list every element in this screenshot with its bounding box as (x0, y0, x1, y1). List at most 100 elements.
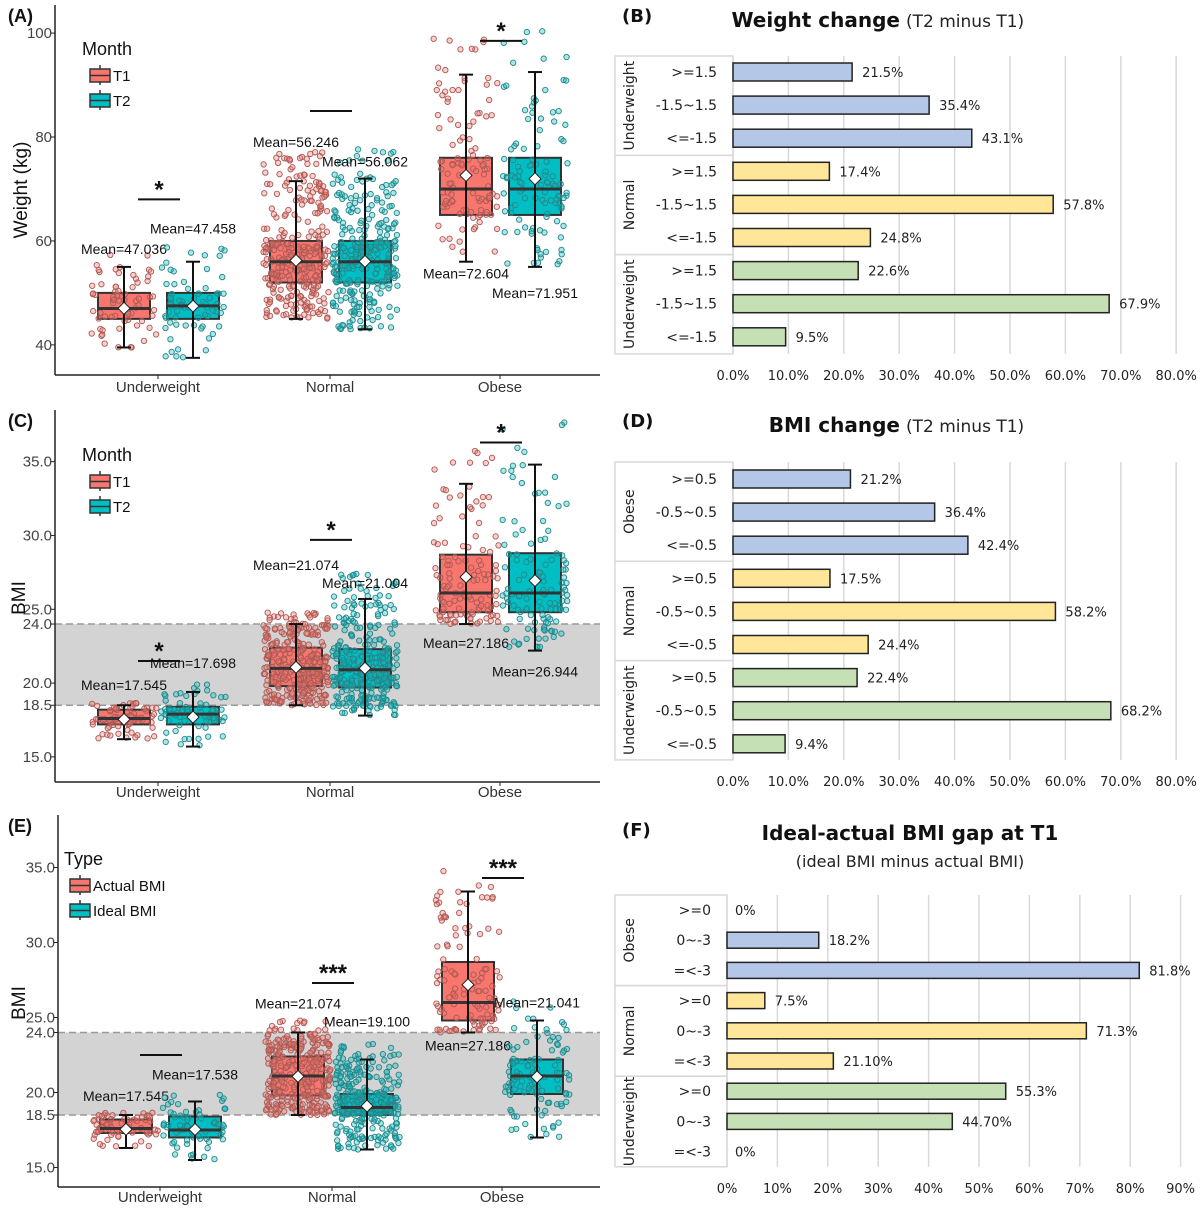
data-point (480, 171, 488, 178)
data-point (558, 246, 565, 254)
category-label: >=1.5 (671, 264, 717, 280)
data-point (493, 968, 501, 975)
data-point (350, 1100, 358, 1108)
data-point (314, 1087, 321, 1095)
x-tick-label: 0.0% (716, 369, 749, 384)
data-point (487, 617, 494, 624)
data-point (263, 307, 270, 314)
data-point (555, 107, 562, 115)
y-axis-label: BMI (9, 986, 30, 1020)
data-point (184, 285, 192, 292)
data-point (509, 462, 517, 469)
x-tick-label: 50% (965, 1182, 994, 1197)
data-point (162, 314, 170, 321)
data-point (274, 613, 282, 621)
data-point (486, 548, 494, 556)
data-point (523, 595, 530, 602)
data-point (521, 194, 529, 202)
bar-value-label: 24.8% (880, 232, 921, 247)
data-point (275, 658, 282, 665)
data-point (367, 672, 374, 679)
data-point (263, 225, 271, 232)
data-point (501, 229, 508, 236)
bar (726, 991, 766, 1010)
y-tick-label: 15.0 (26, 1160, 55, 1177)
data-point (311, 658, 319, 666)
mean-label: Mean=71.951 (492, 285, 578, 301)
data-point (140, 337, 148, 345)
data-point (177, 1112, 184, 1119)
data-point (355, 1126, 362, 1133)
data-point (523, 28, 531, 36)
data-point (381, 208, 388, 215)
data-point (340, 287, 347, 294)
data-point (338, 238, 345, 246)
data-point (386, 303, 393, 311)
box-t2-normal: Mean=21.004 (322, 570, 408, 719)
data-point (309, 303, 316, 310)
data-point (271, 1068, 278, 1075)
chart-title-suffix: (T2 minus T1) (906, 12, 1024, 32)
data-point (515, 173, 522, 180)
data-point (285, 645, 293, 652)
data-point (514, 1043, 521, 1051)
data-point (452, 993, 459, 1000)
legend-label: T1 (113, 474, 131, 491)
y-axis-label: Weight (kg) (11, 142, 32, 239)
data-point (89, 700, 96, 708)
data-point (482, 577, 489, 584)
data-point (566, 1076, 573, 1083)
data-point (479, 493, 487, 501)
mean-marker (289, 253, 303, 268)
data-point (433, 979, 441, 987)
data-point (329, 703, 337, 710)
data-point (437, 158, 444, 165)
data-point (151, 733, 158, 740)
data-point (316, 236, 323, 243)
data-point (441, 913, 448, 920)
data-point (196, 704, 204, 711)
data-point (372, 270, 379, 278)
data-point (110, 296, 118, 303)
data-point (535, 635, 542, 642)
data-point (382, 1145, 390, 1152)
data-point (163, 729, 170, 736)
data-point (392, 1062, 399, 1069)
data-point (278, 628, 285, 636)
data-point (482, 459, 489, 467)
data-point (442, 198, 450, 205)
data-point (184, 706, 191, 714)
data-point (431, 466, 438, 473)
data-point (394, 1111, 402, 1118)
data-point (512, 531, 519, 538)
data-point (518, 1078, 526, 1085)
data-point (98, 281, 105, 288)
data-point (321, 300, 328, 307)
data-point (371, 299, 378, 306)
data-point (304, 218, 312, 225)
data-point (390, 711, 398, 718)
data-point (494, 612, 501, 619)
bar-value-label: 24.4% (878, 639, 919, 654)
data-point (273, 1110, 280, 1118)
data-point (261, 190, 268, 197)
data-point (332, 208, 339, 215)
bar-value-label: 7.5% (775, 995, 808, 1010)
data-point (324, 315, 331, 322)
y-tick-label: 40 (35, 337, 52, 354)
panel-label: (D) (622, 411, 653, 432)
data-point (201, 311, 209, 318)
data-point (369, 278, 376, 285)
data-point (439, 236, 446, 243)
data-point (182, 322, 189, 329)
data-point (527, 611, 535, 619)
bar (726, 931, 820, 949)
data-point (387, 1052, 394, 1060)
data-point (437, 613, 444, 620)
data-point (314, 268, 321, 275)
data-point (474, 1003, 481, 1010)
legend-label: Ideal BMI (93, 903, 156, 920)
data-point (337, 1073, 345, 1080)
data-point (162, 738, 169, 746)
y-tick-label: 25.0 (23, 601, 52, 618)
